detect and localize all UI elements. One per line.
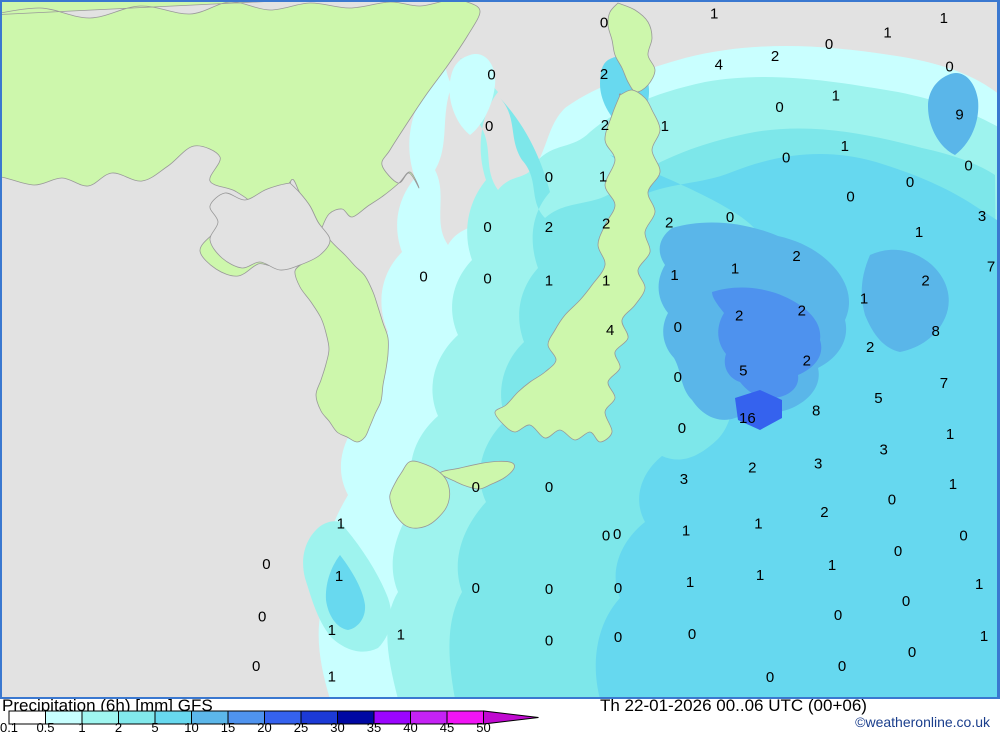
svg-text:0: 0 (614, 629, 622, 646)
svg-text:1: 1 (328, 669, 336, 686)
svg-text:1: 1 (328, 622, 336, 639)
svg-text:1: 1 (860, 290, 868, 307)
svg-text:0: 0 (262, 556, 270, 573)
svg-text:1: 1 (661, 118, 669, 135)
svg-text:0: 0 (964, 158, 972, 175)
svg-text:2: 2 (735, 308, 743, 325)
svg-text:0: 0 (485, 118, 493, 135)
svg-text:1: 1 (545, 272, 553, 289)
svg-text:1: 1 (602, 272, 610, 289)
svg-text:4: 4 (606, 322, 614, 339)
svg-text:Th 22-01-2026 00..06 UTC (00+0: Th 22-01-2026 00..06 UTC (00+06) (600, 699, 867, 715)
svg-text:0: 0 (602, 527, 610, 544)
svg-text:2: 2 (600, 66, 608, 83)
svg-text:2: 2 (601, 117, 609, 134)
svg-text:1: 1 (754, 515, 762, 532)
svg-text:3: 3 (814, 456, 822, 473)
svg-text:2: 2 (921, 273, 929, 290)
svg-text:0: 0 (888, 492, 896, 509)
svg-text:0: 0 (483, 219, 491, 236)
svg-text:2: 2 (820, 504, 828, 521)
svg-text:1: 1 (841, 138, 849, 155)
svg-text:0: 0 (775, 99, 783, 116)
svg-text:8: 8 (812, 402, 820, 419)
svg-text:0: 0 (487, 67, 495, 84)
svg-text:1: 1 (710, 6, 718, 23)
svg-text:1: 1 (599, 168, 607, 185)
svg-text:0: 0 (959, 528, 967, 545)
svg-text:0: 0 (834, 607, 842, 624)
svg-text:0: 0 (483, 270, 491, 287)
svg-text:0: 0 (545, 581, 553, 598)
svg-text:0: 0 (902, 593, 910, 610)
svg-text:0: 0 (258, 609, 266, 626)
svg-text:3: 3 (680, 471, 688, 488)
svg-text:0: 0 (678, 420, 686, 437)
svg-text:0: 0 (846, 189, 854, 206)
svg-text:1: 1 (756, 567, 764, 584)
svg-text:3: 3 (978, 208, 986, 225)
svg-text:0: 0 (908, 644, 916, 661)
svg-text:1: 1 (832, 87, 840, 104)
svg-text:1: 1 (731, 260, 739, 277)
svg-text:5: 5 (874, 390, 882, 407)
svg-text:0: 0 (766, 669, 774, 686)
svg-text:0: 0 (545, 479, 553, 496)
svg-text:0: 0 (472, 580, 480, 597)
svg-text:8: 8 (932, 323, 940, 340)
svg-text:4: 4 (715, 56, 723, 73)
svg-text:0: 0 (472, 479, 480, 496)
svg-text:0: 0 (545, 633, 553, 650)
svg-text:2: 2 (602, 216, 610, 233)
svg-text:1: 1 (682, 522, 690, 539)
svg-text:1: 1 (940, 10, 948, 27)
svg-text:0: 0 (419, 268, 427, 285)
svg-text:0: 0 (674, 319, 682, 336)
svg-text:1: 1 (915, 224, 923, 241)
svg-text:0: 0 (782, 149, 790, 166)
svg-text:1: 1 (670, 267, 678, 284)
svg-text:1: 1 (883, 24, 891, 41)
svg-text:9: 9 (955, 107, 963, 124)
svg-text:0: 0 (545, 169, 553, 186)
svg-text:2: 2 (748, 460, 756, 477)
svg-text:1: 1 (828, 557, 836, 574)
svg-text:0: 0 (726, 209, 734, 226)
svg-text:2: 2 (803, 353, 811, 370)
svg-text:0: 0 (906, 174, 914, 191)
svg-text:1: 1 (975, 576, 983, 593)
svg-text:2: 2 (545, 219, 553, 236)
svg-text:0: 0 (688, 626, 696, 643)
svg-text:0: 0 (614, 580, 622, 597)
svg-text:16: 16 (739, 410, 756, 427)
svg-text:1: 1 (337, 516, 345, 533)
svg-text:1: 1 (949, 476, 957, 493)
svg-text:1: 1 (980, 628, 988, 645)
svg-text:1: 1 (686, 574, 694, 591)
svg-text:1: 1 (946, 426, 954, 443)
svg-text:0: 0 (600, 15, 608, 32)
svg-text:2: 2 (665, 215, 673, 232)
svg-text:1: 1 (335, 568, 343, 585)
svg-text:0: 0 (945, 59, 953, 76)
svg-text:0: 0 (252, 658, 260, 675)
svg-text:0: 0 (674, 369, 682, 386)
svg-text:7: 7 (940, 375, 948, 392)
svg-text:7: 7 (987, 258, 995, 275)
svg-text:0: 0 (838, 658, 846, 675)
svg-text:1: 1 (397, 627, 405, 644)
svg-text:2: 2 (792, 248, 800, 265)
svg-text:0: 0 (894, 543, 902, 560)
svg-text:2: 2 (866, 339, 874, 356)
svg-text:2: 2 (771, 48, 779, 65)
svg-text:0: 0 (613, 526, 621, 543)
svg-text:3: 3 (880, 441, 888, 458)
svg-text:5: 5 (739, 363, 747, 380)
svg-text:2: 2 (798, 303, 806, 320)
svg-text:0: 0 (825, 36, 833, 53)
